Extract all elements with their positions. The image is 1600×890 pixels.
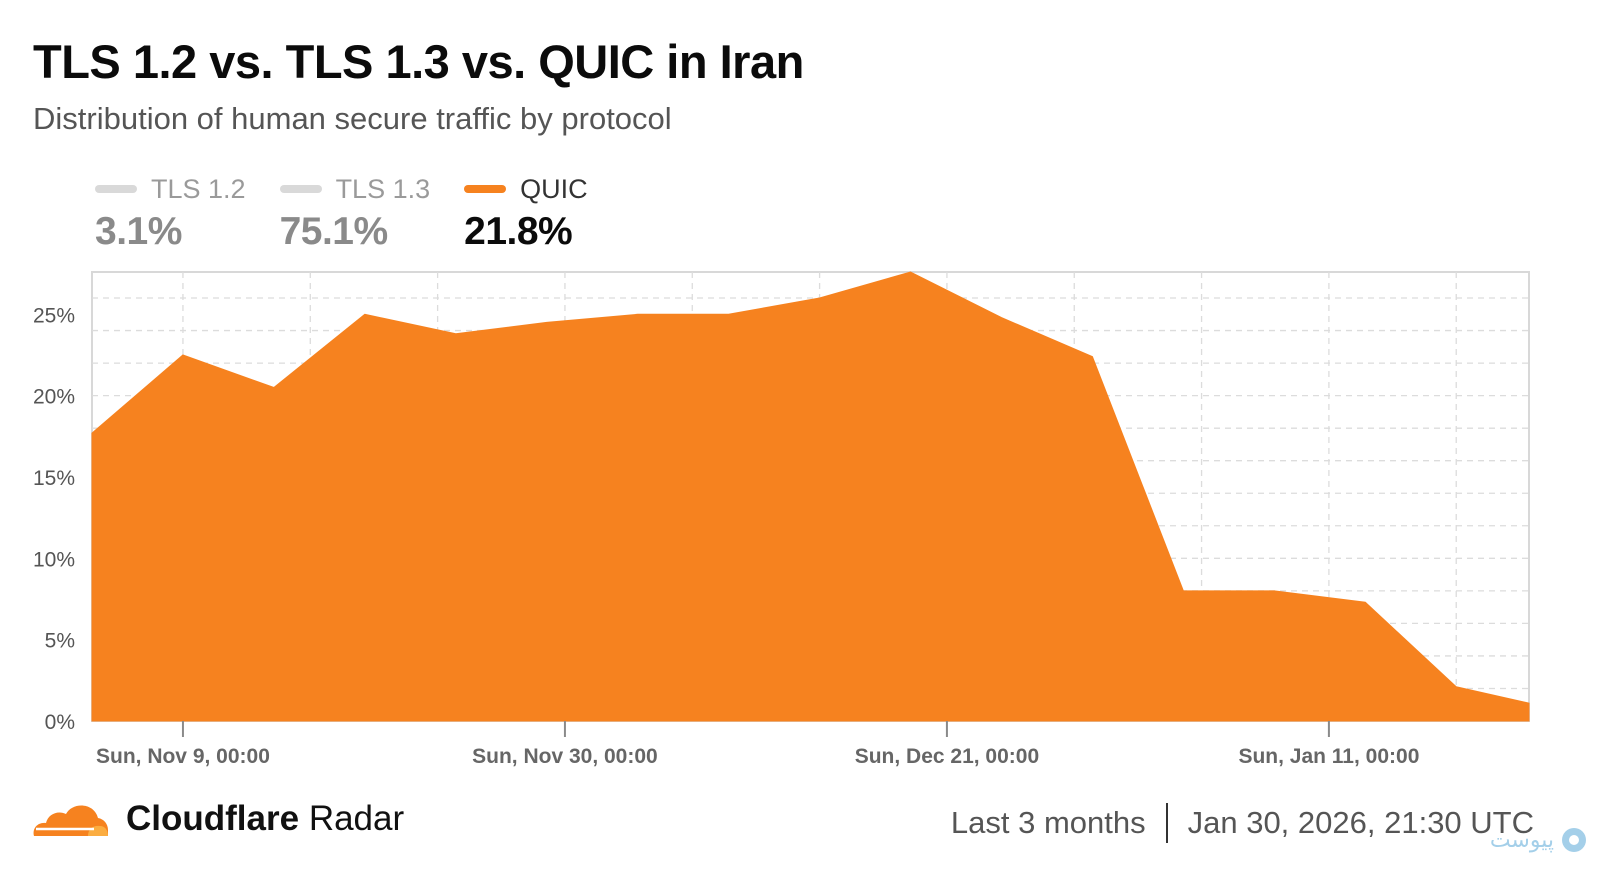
brand-regular: Radar (308, 799, 405, 838)
legend-label-tls12: TLS 1.2 (151, 173, 246, 204)
legend-swatch-quic (464, 185, 507, 193)
legend-swatch-tls13 (279, 185, 322, 193)
timestamp: Jan 30, 2026, 21:30 UTC (1187, 805, 1534, 840)
x-tick-label: Sun, Nov 9, 00:00 (96, 745, 270, 768)
legend-item-tls12[interactable]: TLS 1.2 3.1% (95, 172, 246, 254)
x-tick-label: Sun, Nov 30, 00:00 (472, 745, 658, 768)
x-tick-label: Sun, Jan 11, 00:00 (1238, 745, 1419, 768)
legend-label-quic: QUIC (520, 173, 588, 204)
series-area-layer (91, 271, 1530, 722)
footer-meta: Last 3 months Jan 30, 2026, 21:30 UTC (951, 803, 1534, 843)
watermark-text: پیوست (1489, 827, 1554, 853)
legend-value-quic: 21.8% (464, 210, 573, 253)
watermark: پیوست (1490, 826, 1588, 854)
chart-subtitle: Distribution of human secure traffic by … (33, 101, 672, 136)
legend-label-tls13: TLS 1.3 (335, 173, 431, 204)
y-tick-label: 15% (33, 467, 75, 490)
legend-value-tls12: 3.1% (95, 210, 182, 253)
y-tick-label: 25% (33, 304, 75, 327)
watermark-logo-icon (1562, 828, 1586, 852)
series-area-quic (91, 271, 1530, 722)
footer-separator (1165, 803, 1168, 843)
legend-swatch-tls12 (95, 185, 137, 193)
y-tick-label: 10% (33, 548, 75, 571)
chart-title: TLS 1.2 vs. TLS 1.3 vs. QUIC in Iran (33, 35, 804, 88)
time-range: Last 3 months (950, 805, 1146, 840)
legend-item-quic[interactable]: QUIC 21.8% (464, 172, 588, 254)
axes: 0% 5% 10% 15% 20% 25% Sun, Nov 9, 00:00 Sun, No… (33, 304, 1419, 768)
legend-value-tls13: 75.1% (279, 210, 389, 253)
brand-name: Cloudflare Radar (126, 799, 404, 839)
cloudflare-radar-logo[interactable]: Cloudflare Radar (30, 798, 404, 840)
cloudflare-cloud-icon (33, 805, 109, 836)
y-tick-label: 20% (33, 386, 75, 409)
x-tick-label: Sun, Dec 21, 00:00 (855, 745, 1039, 768)
brand-bold: Cloudflare (126, 799, 300, 838)
legend: TLS 1.2 3.1% TLS 1.3 75.1% QUIC 21.8% (95, 172, 588, 254)
y-tick-label: 5% (45, 630, 75, 653)
y-tick-label: 0% (45, 711, 75, 734)
legend-item-tls13[interactable]: TLS 1.3 75.1% (279, 172, 431, 254)
